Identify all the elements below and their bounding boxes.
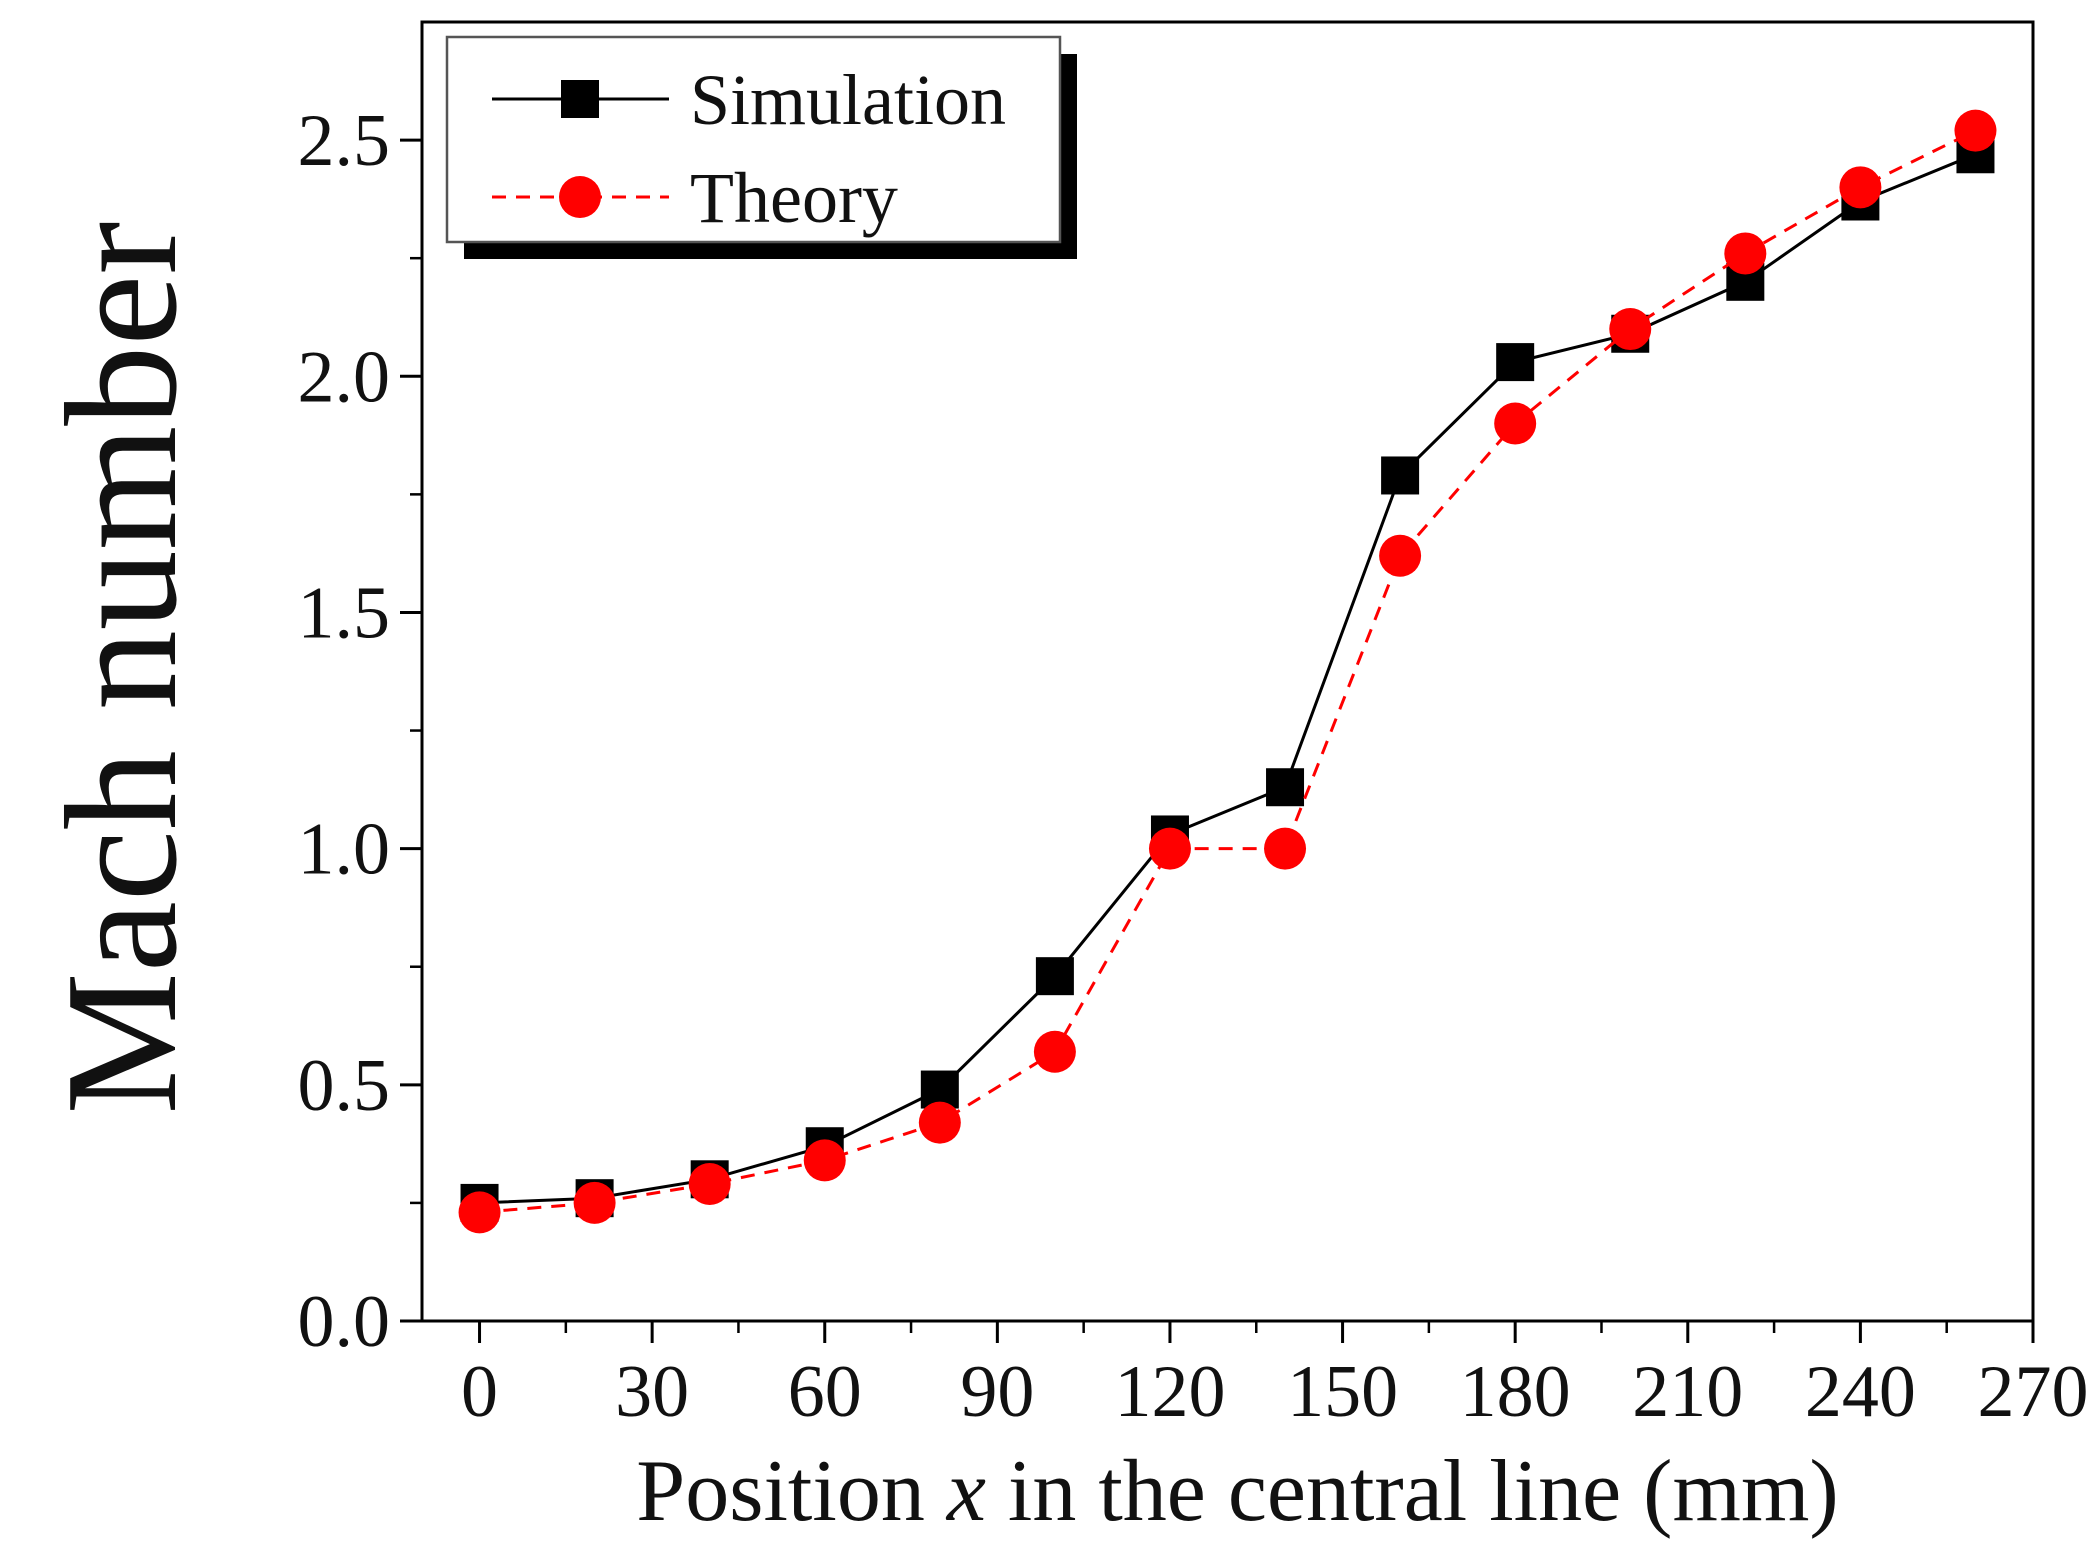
data-point-theory (1264, 827, 1307, 870)
x-tick-label: 150 (1287, 1351, 1398, 1433)
data-point-theory (1033, 1030, 1076, 1073)
series-layer (458, 109, 1997, 1234)
x-tick-label: 30 (615, 1351, 689, 1433)
x-tick-label: 240 (1805, 1351, 1916, 1433)
x-tick-label: 180 (1460, 1351, 1571, 1433)
data-point-simulation (1496, 343, 1535, 382)
legend-label-theory: Theory (690, 158, 898, 238)
data-point-simulation (1035, 957, 1074, 996)
axes: 0 30 60 90 120 150 180 210 240 270 0.0 0.5 1.0 1.5 2.0… (32, 20, 2089, 1540)
x-tick-label: 120 (1114, 1351, 1225, 1433)
y-tick-label: 0.0 (298, 1281, 391, 1363)
y-tick-label: 2.5 (298, 100, 391, 182)
data-point-theory (1379, 534, 1422, 577)
y-tick-label: 2.0 (298, 336, 391, 418)
x-tick-label: 90 (960, 1351, 1034, 1433)
plot-frame (420, 20, 2035, 1323)
series-simulation (460, 135, 1995, 1222)
legend: Simulation Theory (445, 35, 1077, 259)
x-axis-title-prefix: Position (636, 1443, 947, 1540)
data-point-theory (1724, 232, 1767, 275)
legend-item-theory: Theory (492, 158, 898, 238)
x-tick-label: 210 (1632, 1351, 1743, 1433)
legend-label-simulation: Simulation (690, 60, 1006, 140)
data-point-theory (1954, 109, 1997, 152)
y-tick-label: 1.0 (298, 809, 391, 891)
data-point-simulation (1381, 456, 1420, 495)
legend-marker-square (561, 80, 599, 118)
x-tick-label: 0 (461, 1351, 498, 1433)
data-point-theory (1609, 308, 1652, 351)
data-point-theory (918, 1101, 961, 1144)
data-point-theory (458, 1191, 501, 1234)
x-axis-title-suffix: in the central line (mm) (986, 1443, 1839, 1540)
data-point-theory (688, 1163, 731, 1206)
data-point-theory (573, 1181, 616, 1224)
data-point-theory (1148, 827, 1191, 870)
data-point-simulation (1266, 768, 1305, 807)
x-axis-title-variable: x (945, 1443, 986, 1540)
x-tick-label: 270 (1978, 1351, 2089, 1433)
legend-item-simulation: Simulation (492, 60, 1006, 140)
legend-marker-circle (559, 176, 601, 218)
y-axis-title: Mach number (32, 221, 210, 1114)
series-line-simulation (479, 152, 1977, 1205)
x-tick-label: 60 (788, 1351, 862, 1433)
data-point-theory (1839, 166, 1882, 209)
data-point-theory (803, 1139, 846, 1182)
legend-box (445, 35, 1062, 244)
y-tick-label: 1.5 (298, 572, 391, 654)
y-tick-label: 0.5 (298, 1045, 391, 1127)
x-axis-title: Position x in the central line (mm) (636, 1443, 1838, 1540)
series-theory (458, 109, 1997, 1234)
data-point-theory (1494, 402, 1537, 445)
